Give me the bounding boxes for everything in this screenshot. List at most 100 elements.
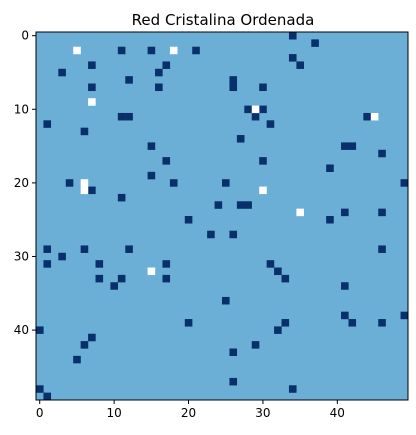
heatmap-cell-defect: [125, 245, 133, 253]
heatmap-cell-defect: [117, 112, 126, 121]
heatmap-cell-defect: [36, 326, 44, 334]
heatmap-cell-defect: [184, 319, 193, 327]
heatmap-cell-defect: [288, 32, 297, 40]
heatmap-cell-defect: [341, 142, 349, 150]
heatmap-cell-defect: [88, 83, 96, 92]
heatmap-cell-defect: [222, 179, 230, 187]
heatmap-cell-defect: [155, 68, 163, 77]
heatmap-cell-defect: [229, 230, 238, 239]
y-axis: 0 10 20 30 40: [14, 29, 36, 337]
heatmap-cell-defect: [288, 385, 297, 393]
heatmap-cell-defect: [169, 179, 178, 187]
heatmap-cell-defect: [266, 260, 275, 268]
heatmap-cell-defect: [341, 311, 349, 320]
heatmap-cell-vacancy: [73, 46, 81, 55]
heatmap-cell-defect: [341, 208, 349, 217]
heatmap-cell-defect: [378, 319, 386, 327]
heatmap-cell-defect: [229, 83, 238, 92]
heatmap-cell-vacancy: [169, 46, 178, 55]
heatmap-cell-defect: [229, 76, 238, 84]
heatmap-cell-vacancy: [80, 179, 89, 187]
heatmap-cell-defect: [378, 208, 386, 217]
heatmap-cell-defect: [162, 157, 171, 165]
heatmap-cell-defect: [348, 142, 357, 150]
heatmap-cell-defect: [184, 216, 193, 224]
heatmap-cell-defect: [110, 282, 118, 290]
heatmap-cell-defect: [236, 135, 245, 143]
y-tick-label: 20: [14, 176, 29, 190]
heatmap-cell-defect: [162, 260, 171, 268]
heatmap-cell-defect: [259, 105, 267, 114]
heatmap-cell-defect: [274, 326, 282, 334]
heatmap-cell-vacancy: [296, 208, 304, 217]
heatmap-cell-defect: [244, 105, 252, 114]
heatmap-cell-defect: [348, 319, 357, 327]
x-axis: 0 10 20 30 40: [36, 400, 345, 420]
heatmap-cell-defect: [288, 54, 297, 62]
y-tick-label: 40: [14, 323, 29, 337]
heatmap-cell-vacancy: [88, 98, 96, 106]
heatmap-cell-defect: [117, 274, 126, 283]
plot-frame: [35, 31, 409, 401]
heatmap-cell-defect: [259, 83, 267, 92]
heatmap-cell-defect: [266, 120, 275, 128]
heatmap-cell-defect: [43, 120, 52, 128]
heatmap-cell-defect: [125, 112, 133, 121]
x-tick-label: 30: [255, 406, 270, 420]
heatmap-cell-defect: [251, 112, 260, 121]
heatmap-cell-defect: [236, 201, 245, 209]
heatmap-cell-vacancy: [259, 186, 267, 195]
heatmap-cell-defect: [326, 164, 334, 172]
heatmap-cell-defect: [341, 282, 349, 290]
heatmap-cell-defect: [117, 193, 126, 202]
heatmap-cell-defect: [80, 127, 89, 136]
heatmap-cell-defect: [58, 252, 66, 261]
heatmap-cell-vacancy: [147, 267, 156, 276]
heatmap-cell-defect: [281, 319, 290, 327]
heatmap-cell-defect: [192, 46, 200, 55]
heatmap-cell-defect: [95, 274, 104, 283]
heatmap-cell-defect: [400, 311, 409, 320]
heatmap-cell-defect: [378, 245, 386, 253]
heatmap-cell-defect: [363, 112, 371, 121]
heatmap-cell-defect: [80, 245, 89, 253]
heatmap-cell-defect: [229, 377, 238, 386]
heatmap-cell-defect: [88, 333, 96, 342]
heatmap-cell-defect: [229, 348, 238, 356]
heatmap-cell-defect: [244, 201, 252, 209]
heatmap-cell-defect: [147, 46, 156, 55]
x-tick-label: 10: [106, 406, 121, 420]
heatmap-cell-defect: [155, 83, 163, 92]
y-tick-label: 0: [21, 29, 29, 43]
heatmap-cell-defect: [58, 68, 66, 77]
heatmap-cell-defect: [125, 76, 133, 84]
heatmap-cell-defect: [80, 341, 89, 349]
heatmap-cell-defect: [147, 142, 156, 150]
heatmap-cell-defect: [326, 216, 334, 224]
heatmap-cell-defect: [73, 355, 81, 364]
heatmap-cell-defect: [95, 260, 104, 268]
x-tick-label: 20: [181, 406, 196, 420]
chart-title: Red Cristalina Ordenada: [132, 11, 315, 29]
heatmap-cell-defect: [43, 245, 52, 253]
heatmap-cell-defect: [274, 267, 282, 276]
heatmap-cell-defect: [36, 385, 44, 393]
x-tick-label: 0: [36, 406, 44, 420]
heatmap-cells: [36, 32, 409, 401]
heatmap-cell-defect: [400, 179, 409, 187]
heatmap-cell-defect: [259, 157, 267, 165]
heatmap-cell-defect: [88, 186, 96, 195]
y-tick-label: 30: [14, 249, 29, 263]
heatmap-cell-vacancy: [80, 186, 89, 195]
heatmap-cell-defect: [378, 149, 386, 158]
heatmap-cell-defect: [251, 341, 260, 349]
heatmap-cell-defect: [65, 179, 74, 187]
y-tick-label: 10: [14, 102, 29, 116]
heatmap-cell-defect: [162, 61, 171, 69]
heatmap-cell-vacancy: [251, 105, 260, 114]
heatmap-cell-defect: [214, 201, 223, 209]
heatmap-cell-defect: [117, 46, 126, 55]
heatmap-cell-defect: [147, 171, 156, 180]
heatmap-cell-defect: [162, 274, 171, 283]
